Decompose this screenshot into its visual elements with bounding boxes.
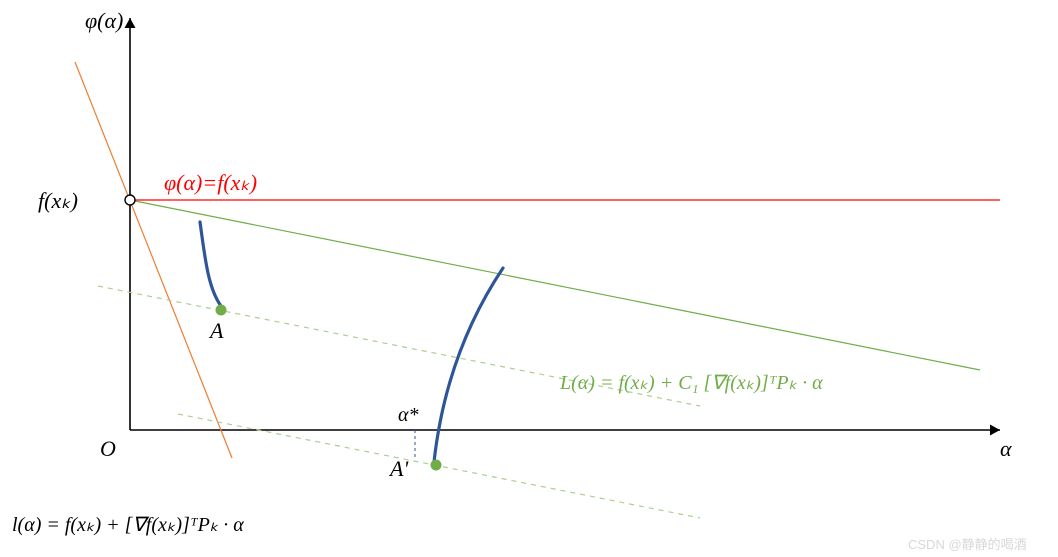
l-tangent-line bbox=[75, 62, 232, 458]
l-upper-equation: L(α) = f(xₖ) + C₁ [∇f(xₖ)]ᵀPₖ · α bbox=[560, 370, 823, 395]
f-xk-point bbox=[125, 195, 135, 205]
f-xk-label: f(xₖ) bbox=[38, 188, 78, 214]
phi-curve-left bbox=[200, 222, 221, 306]
watermark: CSDN @静静的喝酒 bbox=[908, 534, 1027, 553]
point-a-label: A bbox=[210, 318, 223, 344]
y-axis-label: φ(α) bbox=[85, 8, 123, 34]
l-upper-line bbox=[130, 200, 980, 370]
point-a-prime-label: A' bbox=[390, 456, 408, 482]
y-axis-arrow bbox=[125, 18, 136, 28]
phi-equals-label: φ(α)=f(xₖ) bbox=[164, 170, 257, 196]
diagram-canvas bbox=[0, 0, 1058, 557]
x-axis-arrow bbox=[990, 425, 1000, 436]
alpha-star-label: α* bbox=[398, 404, 419, 427]
point-a bbox=[216, 305, 226, 315]
origin-label: O bbox=[100, 436, 116, 462]
x-axis-label: α bbox=[1000, 436, 1012, 462]
point-a-prime bbox=[431, 460, 441, 470]
l-lower-equation: l(α) = f(xₖ) + [∇f(xₖ)]ᵀPₖ · α bbox=[12, 512, 244, 537]
